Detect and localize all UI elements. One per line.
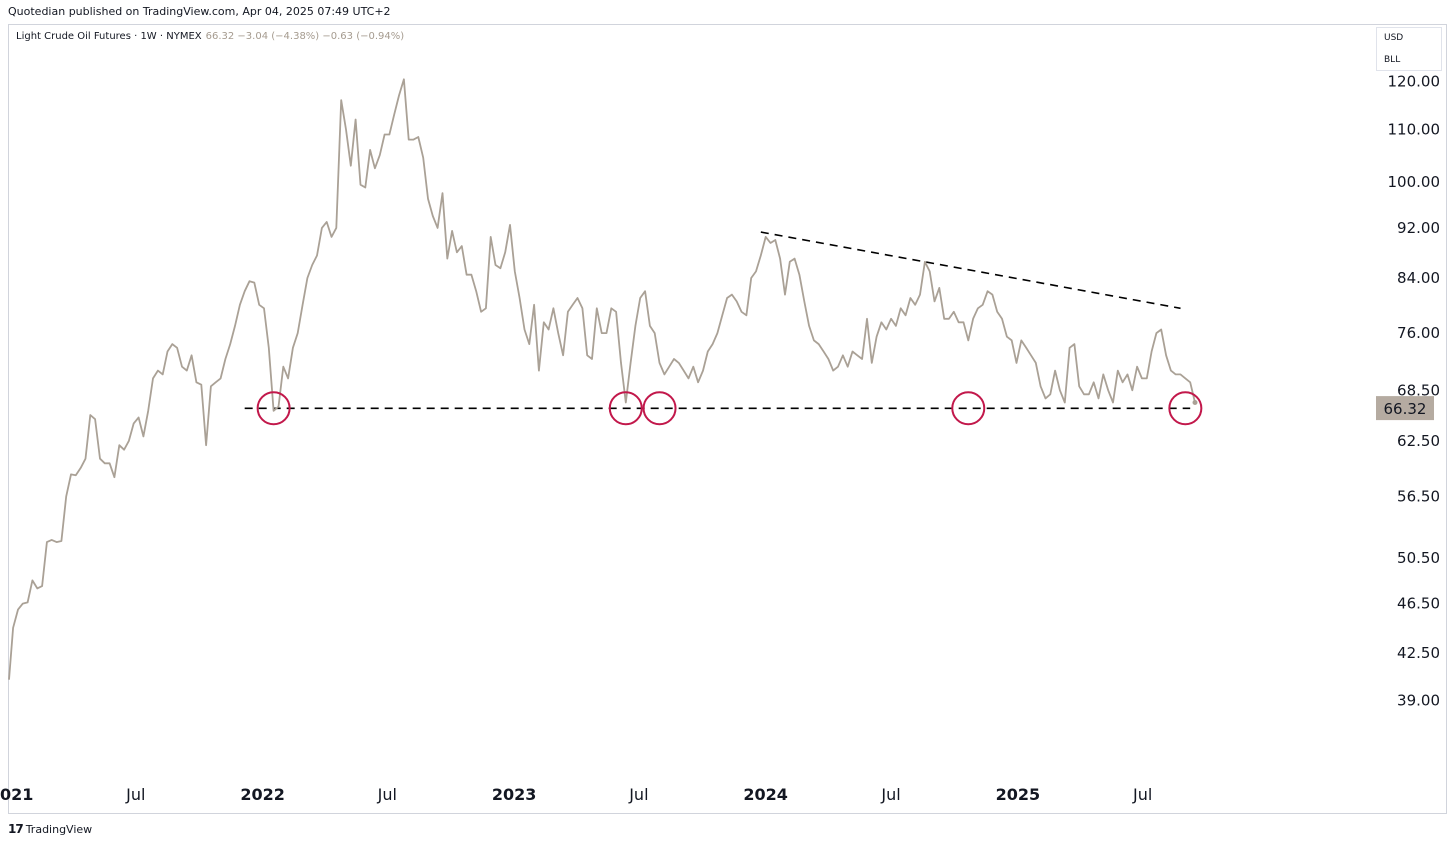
- x-tick-label: 2024: [743, 785, 788, 804]
- y-tick-label: 46.50: [1397, 595, 1440, 613]
- chart-frame: [8, 24, 1447, 814]
- x-tick-label: Jul: [880, 785, 900, 804]
- y-tick-label: 92.00: [1397, 219, 1440, 237]
- trend-lines: [244, 231, 1191, 410]
- time-axis[interactable]: 2021 Jul 2022 Jul 2023 Jul 2024 Jul 2025 Jul: [0, 785, 1152, 804]
- y-tick-label: 100.00: [1388, 173, 1441, 191]
- publisher-line: Quotedian published on TradingView.com, …: [8, 5, 391, 18]
- x-tick-label: 2021: [0, 785, 33, 804]
- symbol-legend[interactable]: Light Crude Oil Futures · 1W · NYMEX 66.3…: [16, 31, 404, 42]
- last-price-dot: [1192, 399, 1198, 405]
- y-tick-label: 68.50: [1397, 381, 1440, 399]
- support-circles: [256, 391, 1203, 426]
- y-tick-label: 42.50: [1397, 644, 1440, 662]
- support-circle: [608, 391, 643, 426]
- symbol-title: Light Crude Oil Futures · 1W · NYMEX: [16, 31, 202, 42]
- y-tick-label: 120.00: [1388, 73, 1441, 91]
- x-tick-label: Jul: [628, 785, 648, 804]
- y-tick-label: 84.00: [1397, 269, 1440, 287]
- unit-label: BLL: [1384, 55, 1401, 65]
- x-tick-label: Jul: [1132, 785, 1152, 804]
- y-tick-label: 62.50: [1397, 432, 1440, 450]
- brand-name: TradingView: [25, 822, 93, 836]
- currency-label: USD: [1384, 33, 1404, 43]
- support-circle: [1168, 391, 1203, 426]
- price-series-line: [8, 78, 1196, 680]
- x-tick-label: Jul: [125, 785, 145, 804]
- x-tick-label: 2025: [996, 785, 1041, 804]
- x-tick-label: 2023: [492, 785, 537, 804]
- last-price-label: 66.32: [1384, 400, 1427, 418]
- y-tick-label: 110.00: [1388, 120, 1441, 138]
- currency-unit-box[interactable]: USD BLL: [1376, 27, 1442, 71]
- x-tick-label: 2022: [240, 785, 285, 804]
- last-price-marker: 66.32: [1192, 396, 1434, 421]
- y-tick-label: 56.50: [1397, 487, 1440, 505]
- x-tick-label: Jul: [377, 785, 397, 804]
- footer-brand[interactable]: 17 TradingView: [8, 822, 92, 836]
- last-price-badge: [1376, 396, 1434, 421]
- tradingview-logo-icon: 17: [8, 822, 24, 836]
- y-tick-label: 76.00: [1397, 324, 1440, 342]
- resistance-dashed-line: [760, 231, 1181, 310]
- y-tick-label: 39.00: [1397, 691, 1440, 709]
- support-circle: [642, 391, 677, 426]
- price-change-values: 66.32 −3.04 (−4.38%) −0.63 (−0.94%): [205, 31, 405, 42]
- support-circle: [951, 391, 986, 426]
- price-axis[interactable]: 120.00 110.00 100.00 92.00 84.00 76.00 68.50 62…: [1388, 73, 1441, 710]
- support-circle: [256, 391, 291, 426]
- y-tick-label: 50.50: [1397, 549, 1440, 567]
